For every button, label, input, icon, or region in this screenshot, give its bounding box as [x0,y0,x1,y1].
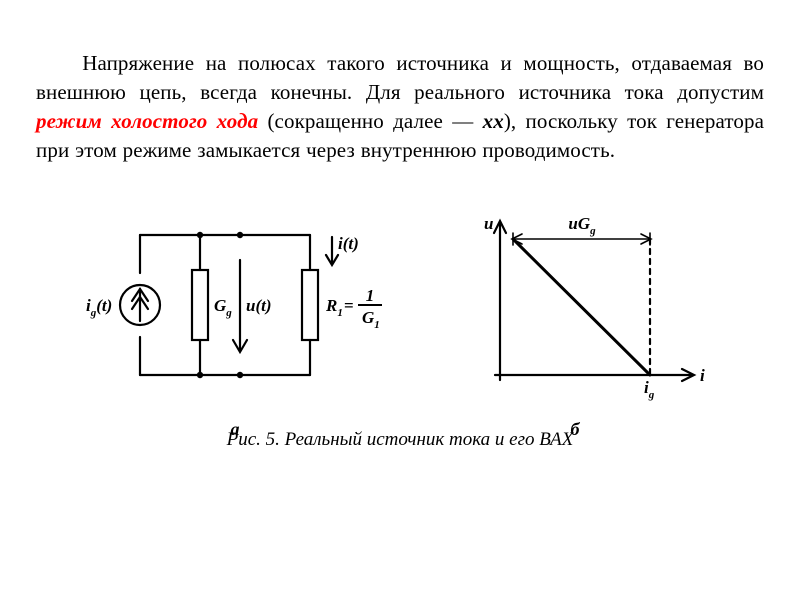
svg-text:ig: ig [644,378,655,401]
u-label: u(t) [246,296,272,315]
y-axis-label: u [484,214,493,233]
uGg-G: G [578,214,591,233]
vax-chart: u i ig uGg б [460,205,720,415]
Gg-sub: g [225,307,232,319]
frac-den-sub: 1 [374,319,380,331]
R-sub: 1 [337,307,343,319]
i-label: i(t) [338,234,359,253]
panel-a-label: а [70,419,400,440]
svg-text:uGg: uGg [568,214,596,237]
p-text-red: режим холостого хода [36,109,258,133]
panel-b-label: б [430,419,720,440]
circuit-diagram: ig(t) Gg u(t) i(t) R1= [80,205,400,415]
x-axis-label: i [700,366,705,385]
src-arg: (t) [96,296,112,315]
svg-text:Gg: Gg [214,296,232,319]
svg-text:G1: G1 [362,308,380,331]
uGg-u: u [568,214,577,233]
R-eq: = [344,296,354,315]
uGg-sub: g [589,225,596,237]
p-text-xx: xx [483,109,504,133]
R-sym: R [325,296,337,315]
svg-text:ig(t): ig(t) [86,296,112,319]
p-text-2: (сокращенно далее — [258,109,482,133]
frac-num: 1 [366,286,375,305]
Gg-G: G [214,296,227,315]
body-paragraph: Напряжение на полюсах такого источника и… [36,49,764,165]
figure: ig(t) Gg u(t) i(t) R1= [80,205,720,451]
frac-den-G: G [362,308,375,327]
svg-text:R1=: R1= [325,296,354,319]
ig-sub: g [648,389,655,401]
p-text-1: Напряжение на полюсах такого источника и… [36,51,764,104]
